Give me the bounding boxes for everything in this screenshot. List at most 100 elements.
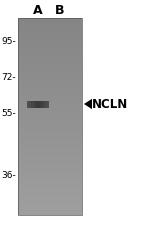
Bar — [18, 190, 82, 191]
Bar — [18, 102, 82, 103]
Bar — [18, 194, 82, 195]
Bar — [18, 93, 82, 94]
Bar — [18, 145, 82, 146]
Bar — [18, 35, 82, 36]
Bar — [18, 166, 82, 167]
Bar — [18, 40, 82, 41]
Bar — [18, 84, 82, 85]
Bar — [18, 131, 82, 132]
Bar — [18, 202, 82, 203]
Bar — [18, 81, 82, 82]
Bar — [18, 71, 82, 72]
Bar — [18, 197, 82, 198]
Bar — [30, 101, 31, 108]
Bar — [18, 78, 82, 79]
Bar — [42, 101, 43, 108]
Bar — [18, 183, 82, 184]
Bar — [34, 101, 35, 108]
Bar — [18, 92, 82, 93]
Bar — [18, 104, 82, 105]
Bar — [18, 144, 82, 145]
Bar — [46, 101, 47, 108]
Bar — [18, 49, 82, 50]
Bar — [18, 79, 82, 80]
Bar — [18, 142, 82, 143]
Bar — [18, 18, 82, 215]
Bar — [18, 85, 82, 86]
Bar — [18, 59, 82, 60]
Bar — [18, 176, 82, 177]
Polygon shape — [84, 99, 92, 109]
Text: A: A — [33, 4, 43, 16]
Bar — [43, 101, 44, 108]
Bar — [18, 36, 82, 37]
Bar — [18, 24, 82, 25]
Bar — [18, 210, 82, 211]
Bar — [18, 80, 82, 81]
Text: 72-: 72- — [1, 74, 16, 83]
Bar — [18, 150, 82, 151]
Bar — [18, 68, 82, 69]
Bar — [18, 141, 82, 142]
Bar — [18, 69, 82, 70]
Bar — [18, 99, 82, 100]
Bar — [18, 100, 82, 101]
Bar — [18, 103, 82, 104]
Bar — [18, 206, 82, 207]
Bar — [45, 101, 46, 108]
Bar — [18, 22, 82, 23]
Bar — [18, 126, 82, 127]
Bar — [28, 101, 29, 108]
Bar — [18, 134, 82, 135]
Bar — [18, 162, 82, 163]
Bar — [18, 168, 82, 169]
Bar — [18, 28, 82, 29]
Bar — [18, 47, 82, 49]
Bar — [18, 105, 82, 106]
Bar — [18, 34, 82, 35]
Bar — [18, 109, 82, 110]
Bar — [18, 169, 82, 170]
Bar — [18, 153, 82, 154]
Bar — [18, 87, 82, 88]
Text: 95-: 95- — [1, 38, 16, 47]
Bar — [18, 155, 82, 156]
Bar — [18, 198, 82, 199]
Bar — [18, 136, 82, 137]
Bar — [18, 195, 82, 196]
Bar — [18, 170, 82, 171]
Bar — [18, 147, 82, 148]
Bar — [18, 209, 82, 210]
Bar — [18, 58, 82, 59]
Bar — [18, 76, 82, 77]
Bar — [18, 213, 82, 214]
Bar — [18, 152, 82, 153]
Bar — [18, 157, 82, 158]
Bar — [18, 42, 82, 43]
Bar — [18, 193, 82, 194]
Bar — [18, 96, 82, 97]
Bar — [18, 19, 82, 20]
Bar — [18, 110, 82, 111]
Bar — [18, 20, 82, 21]
Bar — [18, 187, 82, 188]
Bar — [35, 101, 36, 108]
Bar — [18, 67, 82, 68]
Bar — [18, 212, 82, 213]
Bar — [44, 101, 45, 108]
Bar — [18, 199, 82, 200]
Bar — [18, 41, 82, 42]
Bar — [18, 122, 82, 123]
Bar — [18, 159, 82, 160]
Bar — [18, 128, 82, 129]
Bar — [18, 132, 82, 133]
Bar — [18, 86, 82, 87]
Bar — [18, 88, 82, 89]
Bar — [18, 112, 82, 114]
Bar — [18, 172, 82, 173]
Bar — [18, 188, 82, 189]
Bar — [18, 82, 82, 83]
Bar — [18, 31, 82, 32]
Bar — [18, 33, 82, 34]
Bar — [18, 39, 82, 40]
